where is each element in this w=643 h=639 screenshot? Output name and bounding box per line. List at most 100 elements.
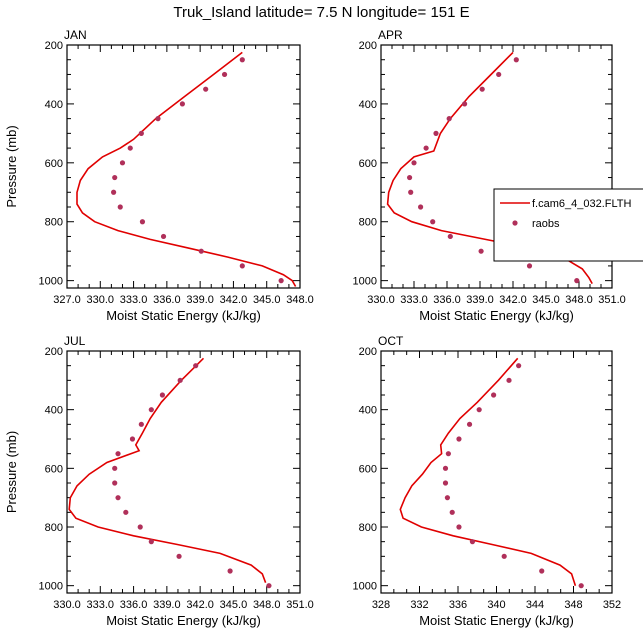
- raobs-point: [446, 116, 452, 122]
- legend-model-label: f.cam6_4_032.FLTH: [532, 198, 632, 210]
- raobs-point: [479, 86, 485, 92]
- y-tick-label: 400: [45, 405, 63, 417]
- y-axis-label: Pressure (mb): [4, 431, 19, 513]
- x-axis-label: Moist Static Energy (kJ/kg): [106, 613, 261, 628]
- raobs-point: [433, 130, 439, 136]
- panel-title: JAN: [64, 28, 87, 42]
- raobs-point: [407, 174, 413, 181]
- raobs-point: [221, 71, 228, 78]
- x-tick-label: 352: [603, 599, 621, 611]
- raobs-point: [198, 248, 204, 254]
- panel-jan: 200 400 600 800 1000 327.0 330.0 333.0 336.0 339.…: [4, 28, 314, 323]
- raobs-point: [444, 495, 451, 501]
- y-tick-label: 400: [359, 99, 377, 111]
- panel-apr: 200 400 600 800 1000 330.0 333.0 336.0 339.0 342.…: [353, 28, 626, 323]
- raobs-point: [112, 174, 118, 181]
- raobs-point: [578, 583, 584, 589]
- plot-area: [76, 51, 297, 287]
- legend-raobs-swatch: [512, 220, 518, 226]
- raobs-point: [112, 465, 118, 471]
- x-tick-label: 339.0: [186, 294, 214, 306]
- y-tick-label: 800: [359, 522, 377, 534]
- x-tick-label: 333.0: [400, 294, 428, 306]
- y-tick-label: 800: [359, 217, 377, 229]
- raobs-point: [466, 421, 473, 427]
- raobs-point: [516, 363, 522, 369]
- panel-jul: 200 400 600 800 1000 330.0 333.0 336.0 339.0 342.…: [4, 334, 314, 628]
- raobs-point: [423, 145, 429, 151]
- x-tick-label: 339.0: [466, 294, 494, 306]
- x-tick-label: 336.0: [120, 599, 148, 611]
- plot-frame: [380, 350, 613, 594]
- panel-title: JUL: [64, 334, 86, 348]
- y-tick-label: 1000: [353, 581, 377, 593]
- panel-title: OCT: [378, 334, 404, 348]
- raobs-point: [203, 86, 209, 92]
- y-tick-label: 600: [45, 158, 63, 170]
- raobs-point: [148, 407, 154, 413]
- raobs-point: [408, 189, 414, 195]
- y-axis-label: Pressure (mb): [4, 125, 19, 207]
- raobs-point: [506, 377, 512, 383]
- raobs-point: [539, 568, 545, 574]
- raobs-point: [177, 377, 183, 383]
- raobs-point: [447, 233, 453, 240]
- raobs-point: [129, 436, 136, 442]
- raobs-point: [418, 204, 424, 210]
- y-tick-label: 600: [45, 463, 63, 475]
- y-tick-label: 400: [359, 405, 377, 417]
- y-tick-label: 200: [45, 40, 63, 52]
- raobs-point: [193, 363, 199, 369]
- x-tick-label: 345.0: [253, 294, 281, 306]
- x-tick-label: 342.0: [499, 294, 527, 306]
- figure-title: Truk_Island latitude= 7.5 N longitude= 1…: [173, 4, 469, 21]
- plot-frame: [66, 44, 301, 289]
- y-tick-label: 800: [45, 522, 63, 534]
- raobs-point: [430, 219, 436, 225]
- raobs-point: [278, 278, 284, 284]
- raobs-point: [449, 509, 455, 515]
- x-tick-label: 333.0: [87, 599, 115, 611]
- legend-box: [493, 188, 643, 262]
- raobs-point: [179, 101, 185, 107]
- raobs-point: [574, 278, 580, 284]
- model-line: [68, 357, 267, 583]
- raobs-point: [239, 263, 245, 269]
- x-tick-label: 330.0: [367, 294, 395, 306]
- x-axis-label: Moist Static Energy (kJ/kg): [419, 613, 574, 628]
- raobs-point: [137, 524, 143, 530]
- raobs-point: [239, 57, 245, 63]
- x-tick-label: 332: [410, 599, 428, 611]
- raobs-point: [112, 480, 118, 486]
- x-tick-label: 328: [372, 599, 390, 611]
- raobs-point: [456, 436, 462, 442]
- x-axis-label: Moist Static Energy (kJ/kg): [106, 308, 261, 323]
- raobs-point: [227, 568, 233, 574]
- y-tick-label: 400: [45, 99, 63, 111]
- x-tick-label: 330.0: [53, 599, 81, 611]
- legend-raobs-label: raobs: [532, 218, 560, 230]
- raobs-point: [117, 204, 123, 210]
- x-tick-label: 327.0: [53, 294, 81, 306]
- raobs-point: [115, 451, 121, 457]
- raobs-point: [478, 248, 484, 254]
- x-tick-label: 351.0: [286, 599, 314, 611]
- raobs-point: [456, 524, 462, 530]
- x-tick-label: 333.0: [120, 294, 148, 306]
- y-tick-label: 1000: [39, 276, 63, 288]
- y-tick-label: 200: [45, 346, 63, 358]
- raobs-point: [138, 421, 144, 427]
- raobs-point: [123, 509, 129, 515]
- raobs-point: [155, 116, 161, 122]
- raobs-point: [266, 583, 272, 589]
- raobs-point: [127, 145, 133, 151]
- raobs-point: [159, 392, 166, 398]
- raobs-point: [111, 189, 117, 195]
- raobs-point: [115, 495, 121, 501]
- panel-title: APR: [378, 28, 403, 42]
- x-tick-label: 336.0: [433, 294, 461, 306]
- y-tick-label: 200: [359, 346, 377, 358]
- x-tick-label: 330.0: [87, 294, 115, 306]
- y-tick-label: 1000: [39, 581, 63, 593]
